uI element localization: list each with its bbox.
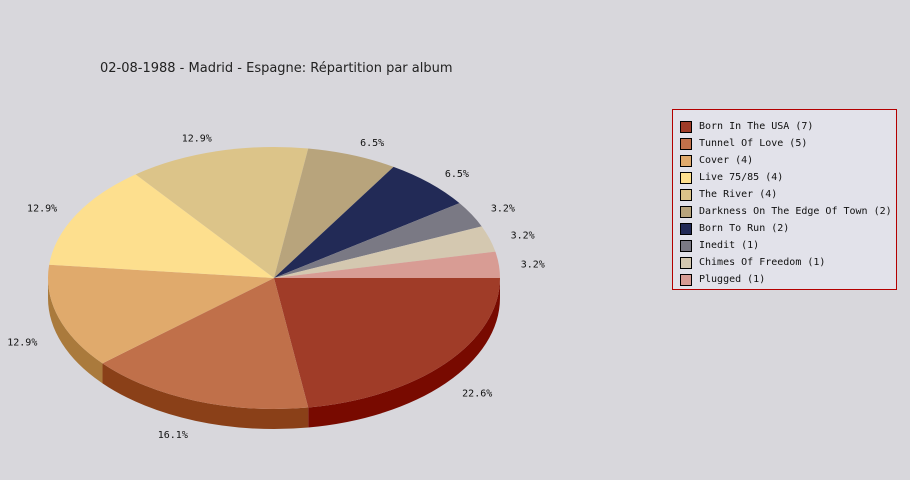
legend-label: Chimes Of Freedom (1) [699, 257, 826, 268]
legend-swatch [680, 171, 692, 184]
legend-item: Born In The USA (7) [680, 118, 896, 135]
legend-label: Darkness On The Edge Of Town (2) [699, 206, 892, 217]
legend-item: Tunnel Of Love (5) [680, 135, 896, 152]
pie-slice-2 [48, 264, 274, 364]
pie-label-1: 16.1% [158, 430, 188, 441]
legend: Born In The USA (7) Tunnel Of Love (5) Cov… [672, 109, 897, 290]
legend-swatch [680, 120, 692, 133]
legend-swatch [680, 222, 692, 235]
pie-label-6: 6.5% [445, 169, 469, 180]
pie-slice-5 [274, 148, 394, 278]
legend-item: Born To Run (2) [680, 220, 896, 237]
pie-label-0: 22.6% [462, 388, 492, 399]
legend-swatch [680, 256, 692, 269]
pie-side-2 [48, 278, 103, 384]
pie-label-9: 3.2% [521, 259, 545, 270]
legend-swatch [680, 137, 692, 150]
legend-label: Born To Run (2) [699, 223, 790, 234]
legend-item: Darkness On The Edge Of Town (2) [680, 203, 896, 220]
pie-label-3: 12.9% [27, 204, 57, 215]
pie-label-5: 6.5% [360, 138, 384, 149]
legend-swatch [680, 273, 692, 286]
legend-swatch [680, 239, 692, 252]
pie-slice-1 [102, 278, 309, 410]
legend-swatch [680, 154, 692, 167]
legend-item: Chimes Of Freedom (1) [680, 254, 896, 271]
pie-slice-6 [274, 166, 460, 278]
pie-label-4: 12.9% [182, 134, 212, 145]
legend-label: Live 75/85 (4) [699, 172, 784, 183]
pie-slice-8 [274, 226, 496, 278]
legend-swatch [680, 188, 692, 201]
pie-label-7: 3.2% [491, 204, 515, 215]
chart-title: 02-08-1988 - Madrid - Espagne: Répartiti… [100, 61, 453, 76]
legend-item: Cover (4) [680, 152, 896, 169]
pie-label-2: 12.9% [7, 337, 37, 348]
pie-side-1 [102, 363, 309, 430]
pie-side-0 [308, 278, 501, 428]
pie-slice-0 [274, 278, 500, 408]
legend-item: Live 75/85 (4) [680, 169, 896, 186]
legend-swatch [680, 205, 692, 218]
pie-label-8: 3.2% [511, 231, 535, 242]
legend-label: Tunnel Of Love (5) [699, 138, 808, 149]
legend-label: Cover (4) [699, 155, 754, 166]
pie-slice-3 [49, 174, 274, 278]
pie-slice-9 [274, 251, 500, 278]
legend-label: Inedit (1) [699, 240, 760, 251]
pie-slice-4 [135, 146, 309, 278]
legend-label: The River (4) [699, 189, 778, 200]
pie-slice-7 [274, 203, 482, 278]
legend-item: Plugged (1) [680, 271, 896, 288]
legend-label: Born In The USA (7) [699, 121, 814, 132]
legend-item: The River (4) [680, 186, 896, 203]
legend-item: Inedit (1) [680, 237, 896, 254]
legend-label: Plugged (1) [699, 274, 766, 285]
